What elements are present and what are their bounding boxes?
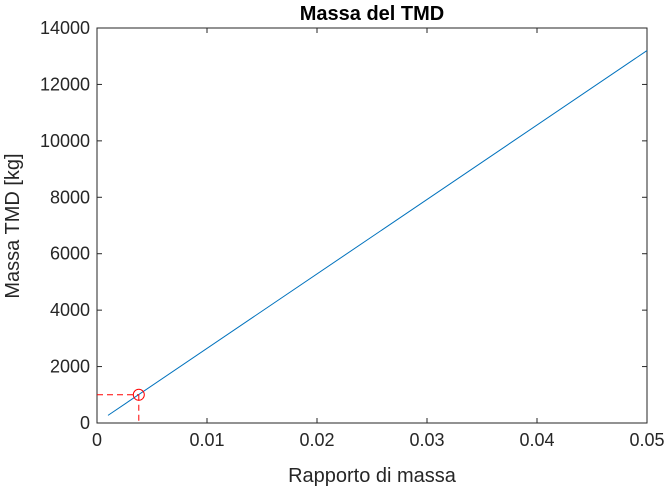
x-tick-label: 0.04 bbox=[519, 430, 554, 450]
y-tick-label: 4000 bbox=[50, 300, 90, 320]
y-tick-label: 14000 bbox=[40, 18, 90, 38]
x-tick-label: 0.02 bbox=[299, 430, 334, 450]
y-tick-label: 2000 bbox=[50, 357, 90, 377]
x-axis-label: Rapporto di massa bbox=[288, 465, 457, 487]
marker-circle bbox=[132, 388, 145, 401]
x-tick-label: 0.05 bbox=[629, 430, 664, 450]
y-axis-label: Massa TMD [kg] bbox=[2, 153, 24, 298]
y-tick-label: 0 bbox=[80, 413, 90, 433]
chart-title: Massa del TMD bbox=[300, 3, 444, 25]
y-tick-label: 8000 bbox=[50, 187, 90, 207]
series-line bbox=[107, 50, 648, 416]
x-tick-label: 0 bbox=[92, 430, 102, 450]
y-tick-label: 6000 bbox=[50, 244, 90, 264]
x-tick-label: 0.03 bbox=[409, 430, 444, 450]
y-tick-label: 10000 bbox=[40, 131, 90, 151]
axes-box bbox=[96, 27, 648, 424]
y-tick-label: 12000 bbox=[40, 74, 90, 94]
x-tick-label: 0.01 bbox=[189, 430, 224, 450]
plot-area: 0 0.01 0.02 0.03 0.04 0.05 0 2000 4000 6000 8000 10… bbox=[40, 18, 665, 450]
